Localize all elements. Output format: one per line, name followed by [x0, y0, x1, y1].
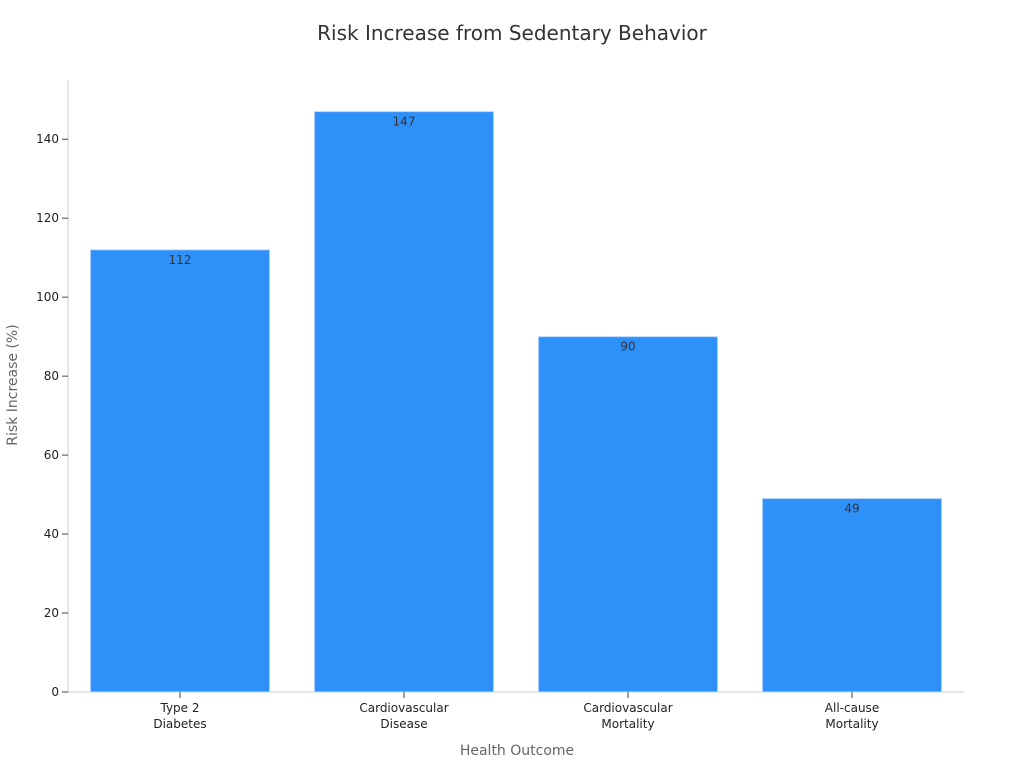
x-tick-label: Cardiovascular Disease: [359, 701, 448, 731]
bars-group: 112 147 90 49: [89, 111, 943, 693]
x-tick-label: Cardiovascular Mortality: [583, 701, 672, 731]
y-tick-label: 80: [44, 369, 59, 383]
bar[interactable]: [761, 498, 943, 693]
chart-title: Risk Increase from Sedentary Behavior: [317, 21, 707, 45]
x-tick-label-line: Mortality: [825, 717, 878, 731]
y-tick-label: 120: [36, 211, 59, 225]
bar[interactable]: [313, 111, 495, 693]
y-tick-label: 0: [51, 685, 59, 699]
bar-value-label: 49: [844, 502, 859, 516]
x-tick-label-line: Disease: [380, 717, 427, 731]
y-axis-label: Risk Increase (%): [5, 324, 21, 445]
x-axis-label: Health Outcome: [460, 743, 574, 759]
x-tick-label-line: Cardiovascular: [583, 701, 672, 715]
bar-value-label: 112: [169, 253, 192, 267]
x-tick-label: All-cause Mortality: [825, 701, 879, 731]
y-axis-ticks: 0 20 40 60 80 100 120 140: [36, 132, 68, 699]
bar-value-label: 90: [620, 340, 635, 354]
y-tick-label: 100: [36, 290, 59, 304]
y-tick-label: 20: [44, 606, 59, 620]
x-tick-label-line: Diabetes: [153, 717, 206, 731]
y-tick-label: 60: [44, 448, 59, 462]
y-tick-label: 140: [36, 132, 59, 146]
bar[interactable]: [89, 249, 271, 693]
x-tick-label-line: All-cause: [825, 701, 879, 715]
bar-value-label: 147: [393, 115, 416, 129]
x-tick-label: Type 2 Diabetes: [153, 701, 206, 731]
bar[interactable]: [537, 336, 719, 693]
y-tick-label: 40: [44, 527, 59, 541]
x-tick-label-line: Cardiovascular: [359, 701, 448, 715]
x-tick-label-line: Type 2: [159, 701, 199, 715]
x-tick-label-line: Mortality: [601, 717, 654, 731]
